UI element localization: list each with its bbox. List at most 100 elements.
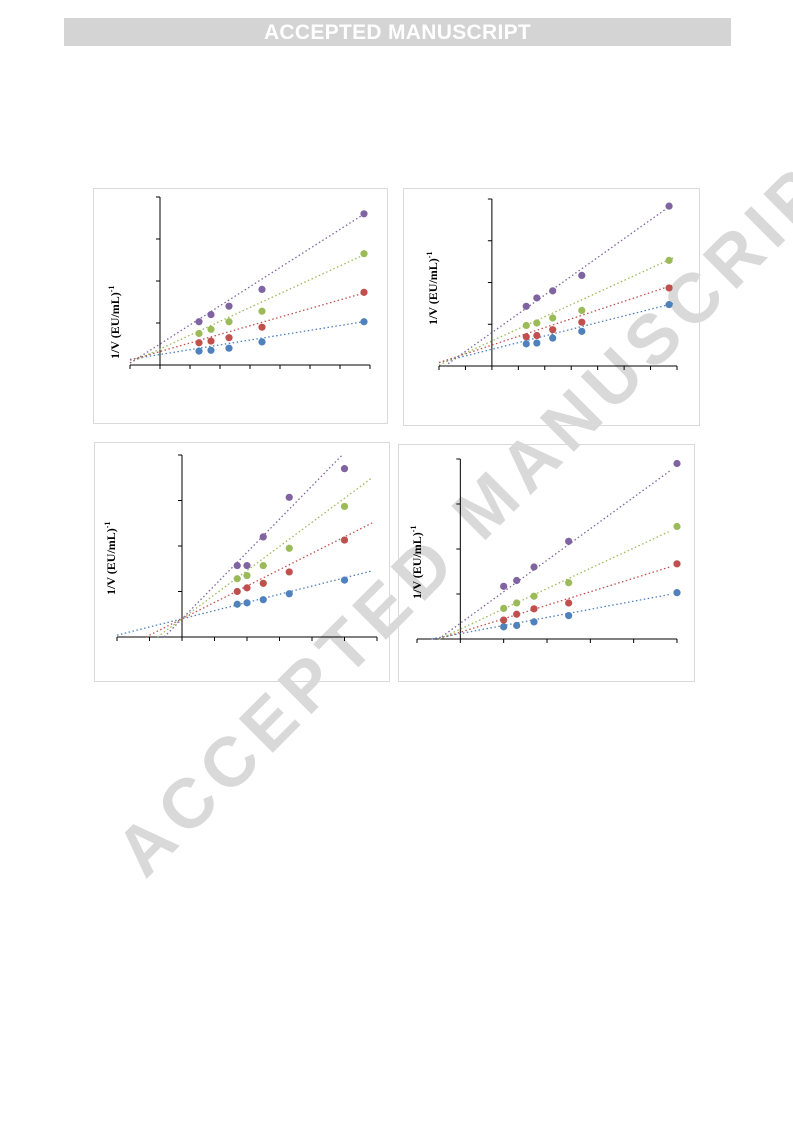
data-point-series-2	[665, 284, 673, 292]
chart-3	[116, 454, 378, 641]
accepted-manuscript-banner: ACCEPTED MANUSCRIPT	[64, 18, 731, 46]
data-point-series-3	[360, 250, 368, 258]
data-point-series-1	[549, 334, 557, 342]
data-point-series-1	[578, 327, 586, 335]
data-point-series-4	[533, 294, 541, 302]
trendline-series-3	[438, 530, 671, 640]
data-point-series-2	[549, 326, 557, 334]
data-point-series-4	[340, 465, 349, 473]
data-point-series-4	[530, 563, 538, 571]
data-point-series-4	[565, 537, 573, 545]
data-point-series-1	[522, 340, 530, 348]
data-point-series-1	[285, 590, 293, 598]
data-point-series-3	[565, 579, 573, 587]
trendline-series-4	[129, 212, 366, 364]
chart-2	[438, 198, 678, 370]
data-point-series-2	[578, 318, 586, 326]
data-point-series-1	[513, 621, 521, 630]
data-point-series-1	[530, 618, 538, 626]
data-point-series-3	[673, 522, 681, 531]
data-point-series-2	[530, 605, 538, 613]
data-point-series-4	[513, 576, 521, 585]
data-point-series-1	[258, 338, 266, 346]
data-point-series-3	[195, 329, 203, 338]
data-point-series-2	[533, 331, 541, 340]
trendline-series-1	[431, 593, 671, 640]
data-point-series-4	[665, 202, 673, 210]
data-point-series-4	[233, 561, 241, 570]
data-point-series-1	[665, 301, 673, 309]
chart-panel-3: 1/V (EU/mL)-1	[94, 442, 390, 682]
data-point-series-3	[500, 604, 508, 612]
trendline-series-4	[438, 469, 671, 640]
data-point-series-3	[258, 307, 266, 315]
data-point-series-2	[360, 288, 368, 296]
data-point-series-4	[578, 271, 586, 280]
data-point-series-3	[533, 319, 541, 327]
data-point-series-2	[522, 333, 530, 341]
data-point-series-3	[513, 599, 521, 607]
data-point-series-3	[285, 544, 293, 552]
data-point-series-3	[225, 318, 233, 326]
trendline-series-3	[129, 253, 366, 364]
data-point-series-4	[285, 493, 293, 501]
data-point-series-3	[665, 256, 673, 264]
trendline-series-1	[129, 320, 366, 360]
data-point-series-1	[360, 318, 368, 326]
data-point-series-3	[522, 321, 530, 330]
chart-4	[416, 458, 681, 643]
trendline-series-4	[163, 454, 343, 638]
chart-1	[129, 196, 371, 369]
data-point-series-4	[207, 311, 215, 319]
data-point-series-4	[522, 302, 530, 310]
data-point-series-2	[233, 587, 241, 596]
trendline-series-3	[438, 257, 674, 366]
data-point-series-2	[258, 323, 266, 331]
trendline-series-3	[157, 477, 373, 638]
trendline-series-4	[444, 203, 674, 367]
data-point-series-1	[259, 596, 267, 604]
data-point-series-1	[533, 339, 541, 347]
data-point-series-3	[549, 314, 557, 322]
data-point-series-4	[549, 287, 557, 295]
data-point-series-2	[500, 616, 508, 624]
data-point-series-1	[673, 589, 681, 597]
data-point-series-1	[243, 599, 251, 607]
data-point-series-3	[340, 502, 349, 511]
data-point-series-3	[578, 306, 586, 315]
data-point-series-4	[243, 561, 251, 570]
data-point-series-3	[259, 561, 267, 570]
data-point-series-4	[500, 582, 508, 590]
data-point-series-2	[225, 334, 233, 342]
data-point-series-2	[195, 339, 203, 347]
data-point-series-2	[513, 610, 521, 618]
chart-panel-1: 1/V (EU/mL)-1	[93, 188, 388, 424]
data-point-series-2	[673, 560, 681, 568]
trendline-series-1	[438, 302, 674, 364]
trendline-series-2	[438, 566, 671, 640]
data-point-series-2	[243, 584, 251, 592]
data-point-series-1	[233, 600, 241, 608]
data-point-series-3	[530, 592, 538, 600]
data-point-series-1	[565, 612, 573, 620]
data-point-series-2	[207, 337, 215, 345]
chart-panel-2: 1/V (EU/mL)-1	[403, 188, 700, 426]
data-point-series-2	[285, 568, 293, 576]
data-point-series-4	[673, 459, 681, 468]
data-point-series-4	[259, 533, 267, 541]
trendline-series-2	[438, 284, 674, 364]
data-point-series-4	[360, 210, 368, 218]
data-point-series-2	[340, 536, 349, 544]
data-point-series-1	[225, 344, 233, 352]
data-point-series-1	[500, 623, 508, 631]
chart-panel-4: 1/V (EU/mL)-1	[398, 444, 695, 682]
data-point-series-3	[243, 571, 251, 580]
data-point-series-4	[258, 285, 266, 293]
data-point-series-3	[207, 325, 215, 333]
data-point-series-3	[233, 575, 241, 583]
data-point-series-2	[565, 599, 573, 607]
data-point-series-1	[207, 346, 215, 354]
trendline-series-2	[129, 291, 366, 361]
data-point-series-1	[195, 347, 203, 355]
data-point-series-4	[195, 318, 203, 326]
